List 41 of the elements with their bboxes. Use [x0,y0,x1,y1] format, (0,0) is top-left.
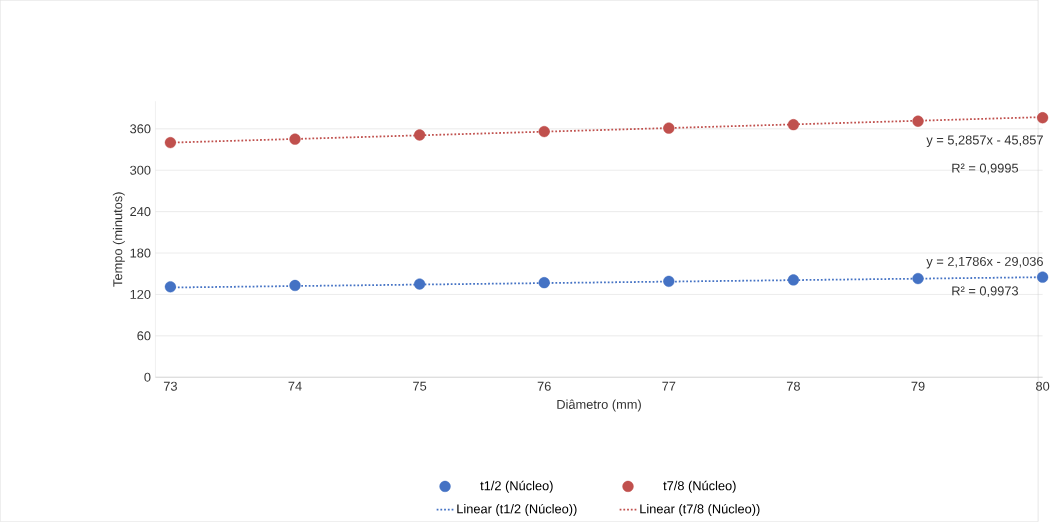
point [289,133,301,145]
y-tick-label: 60 [137,331,151,341]
point [538,126,550,138]
y-tick-label: 360 [130,124,151,134]
point [164,137,177,149]
x-tick-label: 73 [163,381,177,391]
point [289,279,301,292]
y-tick-label: 180 [130,248,151,258]
x-axis-title: Diâmetro (mm) [557,399,641,412]
x-tick-label: 78 [786,381,800,391]
y-tick-label: 0 [144,372,151,382]
annotation: R² = 0,9995 [952,163,1019,175]
point [1036,271,1049,283]
point [663,275,675,288]
point [912,115,924,127]
legend-label: t7/8 (Núcleo) [663,480,736,493]
point [787,119,800,131]
point [413,278,426,290]
point [164,281,177,293]
annotation: R² = 0,9973 [952,286,1019,298]
point [1036,112,1049,124]
x-tick-label: 79 [911,381,925,391]
y-axis-title: Tempo (minutos) [112,192,125,287]
point [663,122,675,134]
x-tick-label: 74 [288,381,302,391]
y-tick-label: 240 [130,207,151,217]
y-tick-label: 300 [130,165,151,175]
y-tick-label: 120 [130,289,151,300]
legend-label: Linear (t1/2 (Núcleo)) [457,503,577,517]
x-tick-label: 75 [413,381,427,391]
legend-label: t1/2 (Núcleo) [480,480,553,493]
x-tick-label: 76 [537,381,551,391]
point [912,273,924,285]
x-tick-label: 77 [662,381,676,391]
point [413,129,426,141]
point [787,274,800,286]
x-tick-label: 80 [1036,381,1050,391]
point [538,277,550,289]
annotation: y = 2,1786x - 29,036 [926,256,1043,269]
annotation: y = 5,2857x - 45,857 [926,135,1043,148]
legend-label: Linear (t7/8 (Núcleo)) [640,503,760,517]
